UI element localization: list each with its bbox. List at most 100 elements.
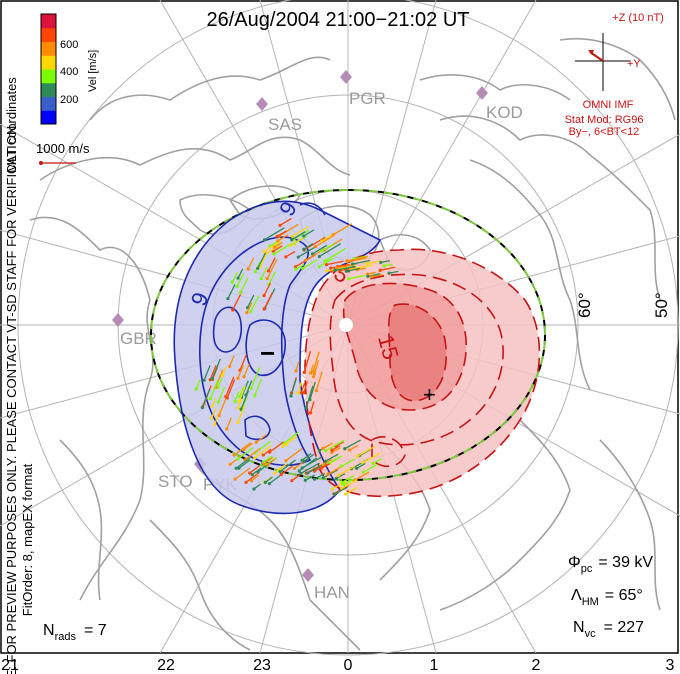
velocity-vector-origin	[236, 406, 240, 410]
velocity-vector	[214, 409, 222, 425]
velocity-vector	[303, 243, 314, 250]
velocity-vector-origin	[333, 268, 337, 273]
station-marker	[340, 70, 352, 84]
velocity-vector	[239, 386, 245, 397]
velocity-vector	[315, 371, 323, 391]
lat-label-60: 60°	[575, 292, 594, 318]
velocity-vector	[326, 260, 344, 266]
velocity-vector	[254, 444, 272, 459]
velocity-vector	[315, 235, 334, 248]
velocity-vector	[301, 453, 312, 461]
station-label-han: HAN	[314, 583, 350, 602]
velocity-vector	[297, 245, 318, 258]
station-marker	[256, 97, 268, 111]
velocity-vector	[303, 236, 326, 251]
velocity-vector	[283, 431, 300, 444]
velocity-vector	[268, 271, 276, 285]
velocity-vector-origin	[249, 386, 253, 390]
velocity-vector	[309, 381, 316, 400]
velocity-vector	[345, 486, 358, 495]
velocity-vector	[249, 465, 261, 474]
velocity-vector-origin	[262, 294, 266, 298]
velocity-vector-origin	[210, 416, 214, 420]
velocity-vector	[265, 244, 281, 255]
velocity-vector-origin	[249, 310, 253, 314]
velocity-vector-origin	[253, 394, 257, 398]
velocity-vector	[260, 266, 268, 279]
mlt-tick: 3	[666, 657, 675, 674]
velocity-vector	[226, 379, 236, 399]
velocity-vector-origin	[292, 466, 297, 471]
velocity-vector	[276, 230, 287, 238]
velocity-vector-origin	[200, 406, 204, 410]
velocity-vector	[319, 243, 342, 258]
velocity-vector-origin	[336, 473, 341, 477]
velocity-vector-origin	[236, 376, 240, 380]
velocity-vector-origin	[256, 266, 260, 270]
velocity-vector	[211, 358, 221, 379]
velocity-vector	[243, 442, 253, 451]
velocity-vector	[325, 453, 339, 462]
velocity-vector	[291, 231, 306, 241]
velocity-vector-origin	[262, 238, 267, 242]
velocity-vector	[343, 478, 354, 486]
velocity-vector	[331, 480, 347, 490]
velocity-vector	[346, 267, 360, 272]
velocity-vector-origin	[228, 364, 232, 368]
velocity-vector-origin	[276, 239, 280, 243]
velocity-vector	[305, 249, 324, 261]
velocity-vector-origin	[319, 466, 323, 471]
velocity-vector	[240, 390, 250, 410]
hm-boundary	[150, 189, 546, 481]
velocity-vector	[209, 365, 217, 381]
velocity-vector	[295, 361, 300, 372]
velocity-vector-origin	[272, 252, 276, 256]
imf-source: OMNI IMF	[583, 99, 634, 111]
velocity-vector	[235, 457, 251, 469]
velocity-vector	[225, 376, 235, 397]
velocity-vector	[367, 273, 381, 277]
station-marker	[302, 568, 314, 582]
velocity-vector	[303, 229, 315, 237]
velocity-vector-origin	[234, 466, 238, 470]
velocity-vector	[263, 456, 274, 465]
velocity-vector-origin	[356, 454, 360, 458]
velocity-vector-origin	[310, 252, 315, 256]
velocity-vector-origin	[302, 247, 306, 251]
velocity-vector-origin	[278, 469, 282, 474]
velocity-vector	[236, 273, 245, 287]
velocity-vector	[239, 354, 248, 371]
velocity-vector	[334, 265, 356, 272]
velocity-vector	[266, 259, 278, 279]
colorbar-label: Vel [m/s]	[87, 50, 99, 92]
lat-label-50: 50°	[652, 292, 671, 318]
velocity-vector	[247, 257, 255, 270]
station-label-kod: KOD	[486, 103, 523, 122]
velocity-vector-origin	[294, 267, 298, 271]
velocity-vector-origin	[273, 471, 277, 475]
velocity-vector-origin	[248, 471, 252, 475]
velocity-vector-origin	[296, 391, 300, 395]
velocity-vector-origin	[311, 375, 316, 379]
velocity-vector-origin	[281, 444, 285, 449]
velocity-vector	[267, 257, 276, 272]
imf-clock: +Z (10 nT) +Y OMNI IMF Stat Mod: RG96 By…	[565, 12, 664, 138]
velocity-vector	[362, 463, 379, 473]
velocity-vector-origin	[252, 487, 256, 491]
velocity-vector	[217, 386, 226, 403]
mlt-tick: 1	[430, 657, 439, 674]
velocity-vector-origin	[256, 470, 260, 474]
velocity-vector	[244, 447, 261, 461]
velocity-vector	[290, 378, 297, 397]
velocity-vector-origin	[272, 245, 277, 249]
velocity-vector	[322, 442, 333, 449]
reference-vector-label: 1000 m/s	[36, 141, 90, 156]
velocity-vector-origin	[293, 265, 298, 269]
imf-scale-label: +Z (10 nT)	[612, 12, 664, 24]
velocity-vector	[348, 274, 366, 280]
velocity-vector-origin	[302, 391, 306, 395]
velocity-vector-origin	[345, 260, 349, 264]
velocity-vector	[303, 380, 308, 393]
velocity-vector-origin	[265, 277, 269, 281]
